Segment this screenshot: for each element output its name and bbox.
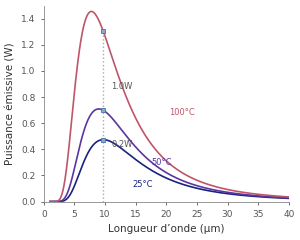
Y-axis label: Puissance émissive (W): Puissance émissive (W) bbox=[6, 42, 16, 165]
Text: 50°C: 50°C bbox=[151, 158, 172, 167]
X-axis label: Longueur d’onde (μm): Longueur d’onde (μm) bbox=[108, 224, 224, 234]
Text: 25°C: 25°C bbox=[133, 180, 153, 189]
Text: 100°C: 100°C bbox=[169, 108, 195, 117]
Text: 1.0W: 1.0W bbox=[111, 82, 133, 91]
Text: 0.2W: 0.2W bbox=[111, 140, 133, 149]
